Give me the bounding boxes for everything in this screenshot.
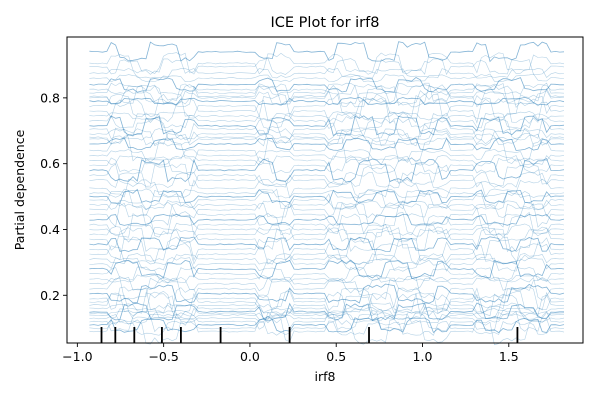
ice-line <box>89 188 565 211</box>
x-tick-label: 0.0 <box>240 349 260 364</box>
ice-lines <box>89 41 565 346</box>
ice-line <box>89 201 565 219</box>
ice-line <box>89 156 565 174</box>
ice-line <box>89 317 565 334</box>
ice-line <box>89 132 565 146</box>
ice-line <box>89 309 565 321</box>
ice-line <box>89 67 565 79</box>
rug-marks <box>100 327 519 343</box>
ice-line <box>89 111 565 121</box>
ice-line <box>89 137 565 164</box>
ice-line <box>89 213 565 226</box>
ice-line <box>89 97 565 125</box>
ice-line <box>89 256 565 272</box>
ice-line <box>89 253 565 265</box>
ice-line <box>89 302 564 321</box>
ice-line <box>89 236 565 262</box>
ice-line <box>89 320 565 336</box>
ice-line <box>89 286 565 312</box>
ice-line <box>89 41 565 63</box>
y-tick-label: 0.2 <box>40 288 60 303</box>
ice-line <box>89 202 565 228</box>
ice-line <box>89 236 564 252</box>
ice-line <box>89 199 565 210</box>
ice-line <box>89 82 565 104</box>
ice-line <box>89 90 565 106</box>
ice-line <box>89 259 565 279</box>
ice-line <box>89 276 565 301</box>
x-axis-label: irf8 <box>315 369 336 384</box>
ice-line <box>89 171 565 189</box>
ice-line <box>89 313 565 324</box>
ice-line <box>89 73 565 83</box>
y-tick-label: 0.4 <box>40 222 60 237</box>
ice-line <box>89 274 565 283</box>
ice-line <box>89 188 565 205</box>
ice-line <box>89 243 565 266</box>
ice-line <box>89 188 565 199</box>
y-tick-label: 0.8 <box>40 90 60 105</box>
x-tick-label: 1.5 <box>499 349 519 364</box>
ice-line <box>89 226 565 243</box>
x-tick-label: −0.5 <box>148 349 178 364</box>
ice-line <box>89 112 565 130</box>
ice-line <box>89 266 565 282</box>
ice-line <box>89 96 565 106</box>
y-axis-label: Partial dependence <box>12 129 27 250</box>
ice-line <box>89 222 565 236</box>
ice-line <box>89 137 565 151</box>
ice-line <box>89 307 565 321</box>
x-tick-label: 1.0 <box>413 349 433 364</box>
ice-line <box>89 118 565 141</box>
ice-line <box>89 290 565 314</box>
ice-line <box>89 283 565 304</box>
ice-line <box>89 227 565 253</box>
ice-line <box>89 148 565 162</box>
ice-line <box>89 84 565 109</box>
ice-line <box>89 52 565 75</box>
ice-line <box>89 276 565 292</box>
chart-title: ICE Plot for irf8 <box>271 15 380 31</box>
ice-line <box>89 115 565 137</box>
ice-line <box>89 154 564 167</box>
x-axis-ticks: −1.0 −0.5 0.0 0.5 1.0 1.5 <box>62 343 519 364</box>
x-tick-label: 0.5 <box>326 349 346 364</box>
ice-line <box>89 83 565 96</box>
ice-line <box>89 77 564 93</box>
ice-line <box>89 178 565 199</box>
plot-frame <box>66 36 584 344</box>
ice-line <box>89 302 565 315</box>
x-tick-label: −1.0 <box>62 349 92 364</box>
ice-line <box>89 158 565 183</box>
ice-line <box>89 293 565 319</box>
ice-line <box>89 127 565 147</box>
ice-line <box>89 163 565 188</box>
ice-line <box>89 318 565 346</box>
ice-line <box>89 93 565 119</box>
ice-line <box>89 211 565 238</box>
ice-line <box>89 57 565 76</box>
y-axis-ticks: 0.2 0.4 0.6 0.8 <box>40 90 67 303</box>
ice-line <box>89 127 565 141</box>
y-tick-label: 0.6 <box>40 156 60 171</box>
